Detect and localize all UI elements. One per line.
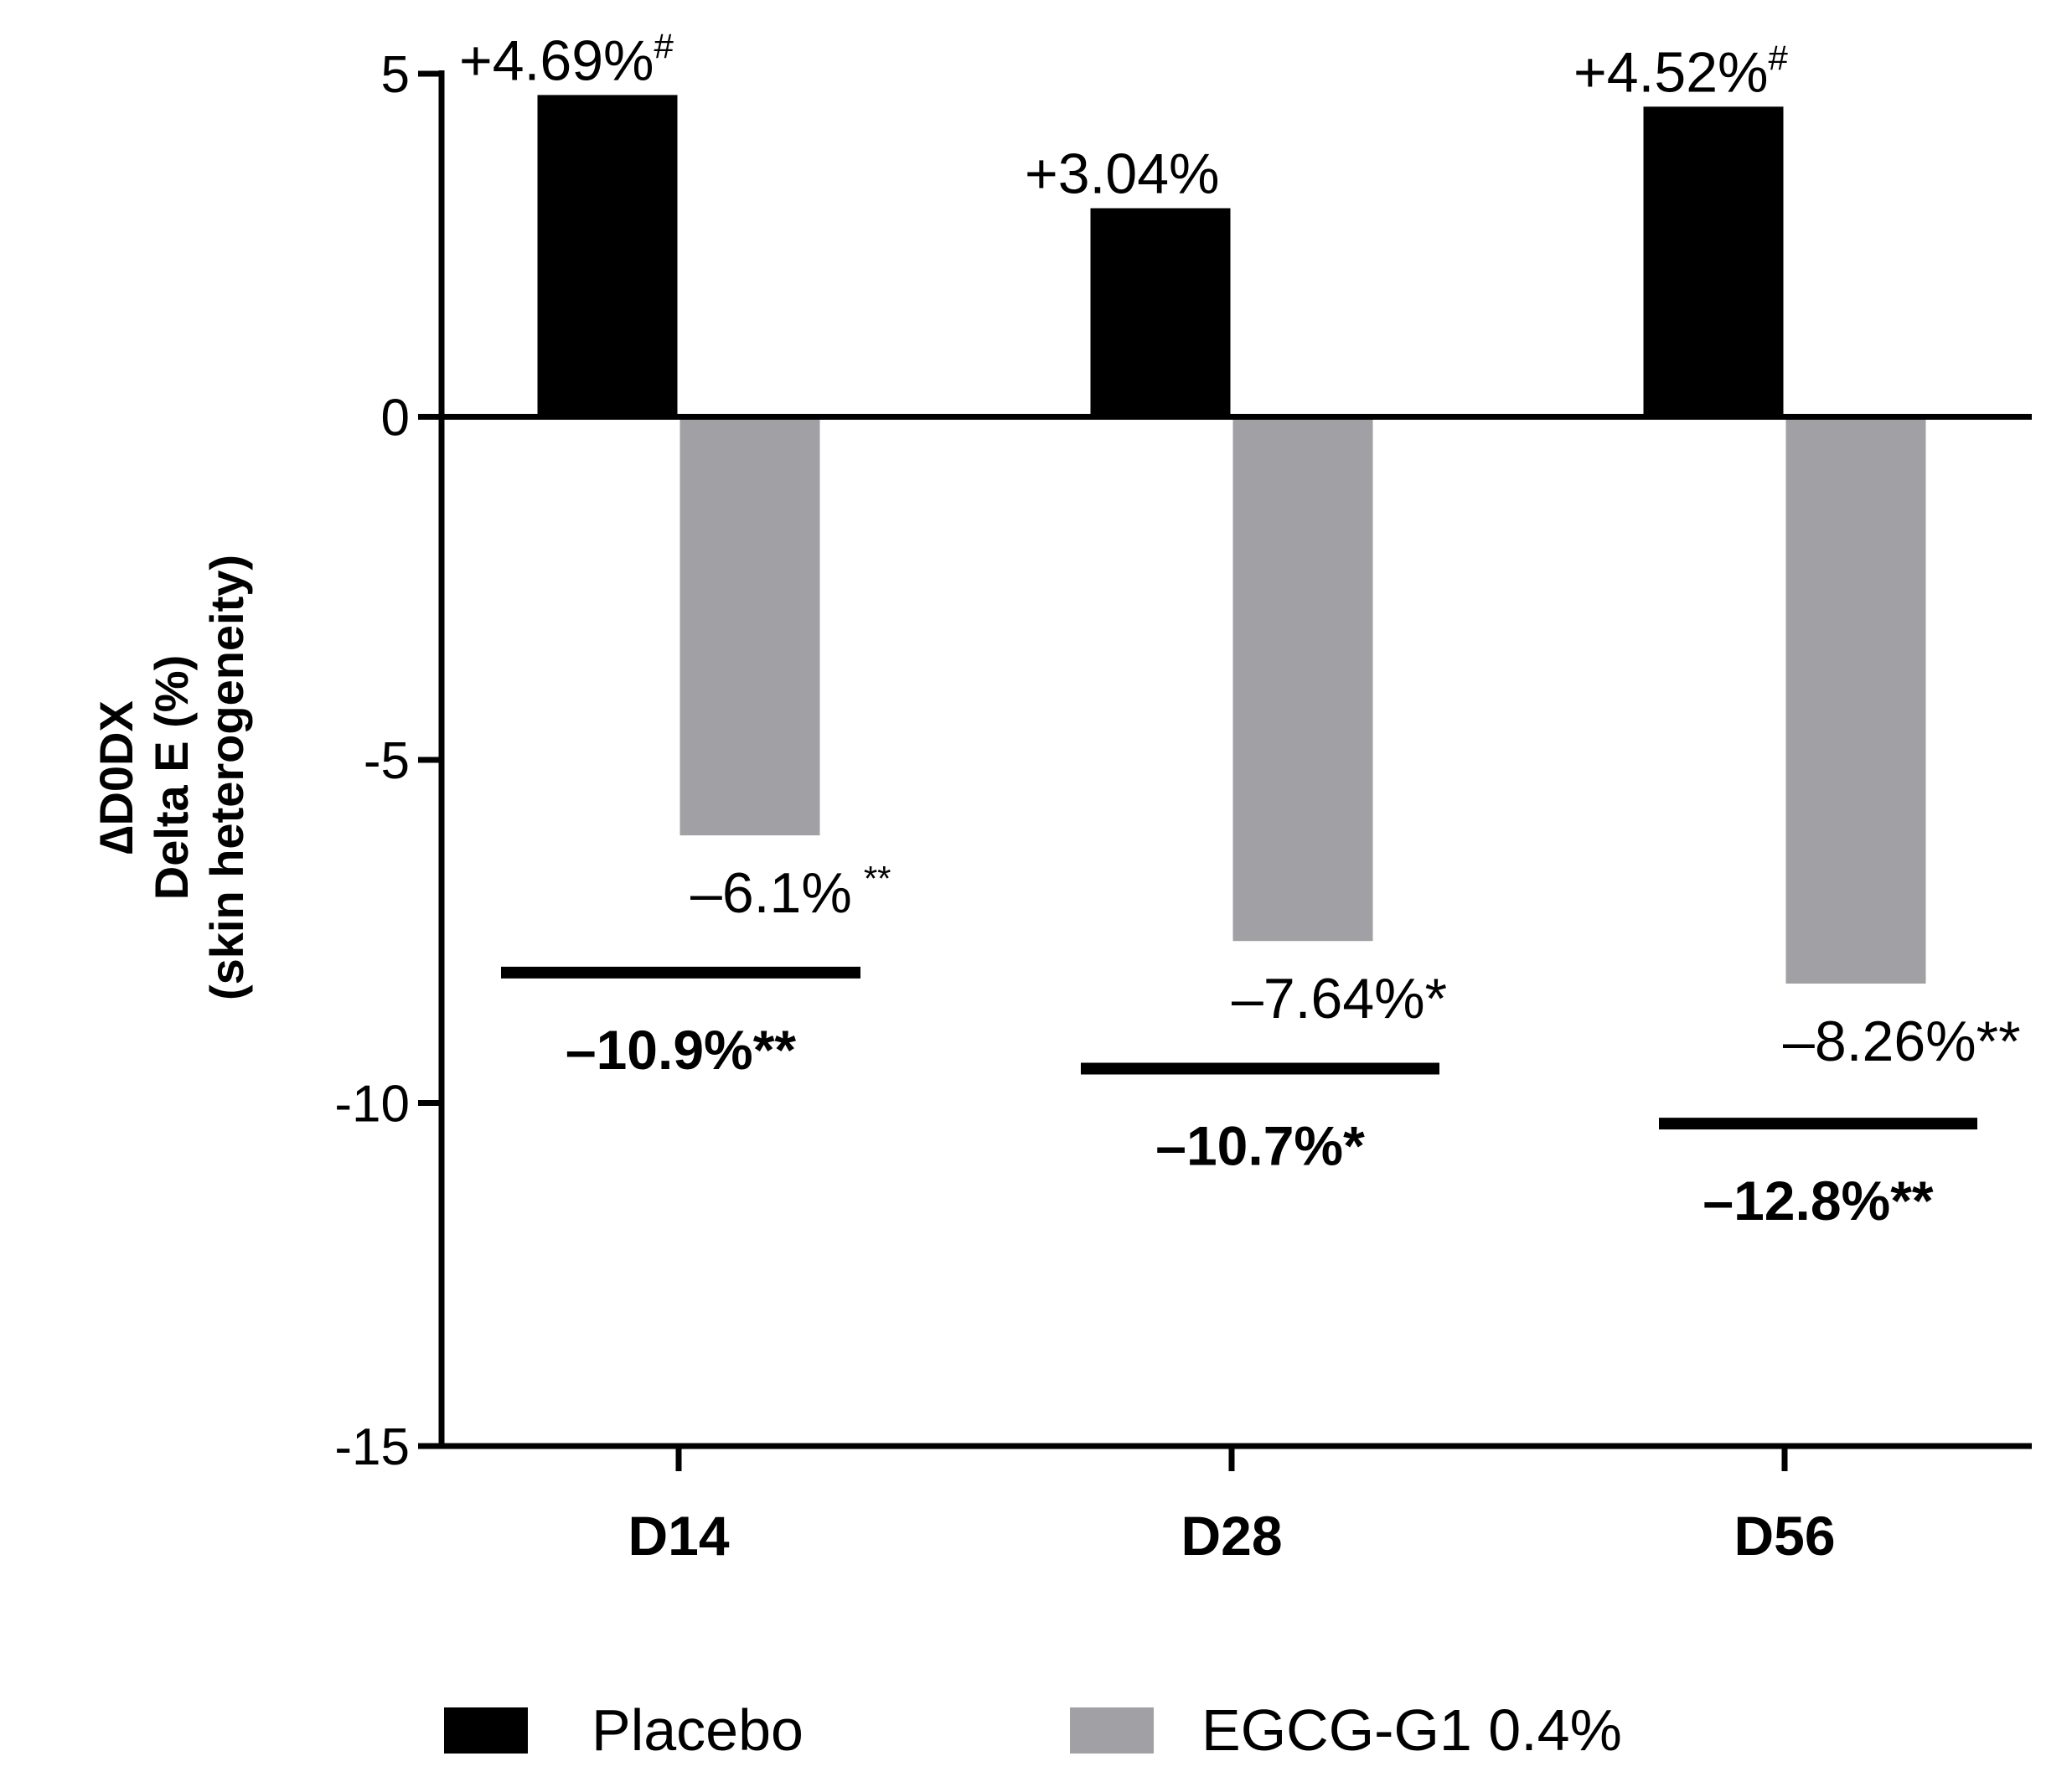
bar-egcg-d14 (679, 416, 820, 836)
x-category-label: D56 (1734, 1505, 1835, 1567)
y-tick-label: 5 (381, 46, 410, 104)
y-tick-label: -10 (334, 1076, 410, 1134)
legend: Placebo EGCG-G1 0.4% (444, 1697, 1622, 1763)
data-label-placebo-d28: +3.04% (1025, 142, 1220, 206)
data-label-sup: # (654, 26, 674, 65)
legend-swatch-egcg (1070, 1707, 1154, 1754)
annotation-label-d14: –10.9%** (566, 1019, 797, 1081)
data-label-main: –8.26%** (1783, 1010, 2021, 1073)
data-label-sup: ** (864, 859, 891, 898)
data-label-main: +4.52% (1573, 40, 1769, 104)
x-category-label: D14 (628, 1505, 729, 1567)
y-tick-label: -5 (364, 732, 410, 790)
y-axis-label-line-3: (skin heterogeneity) (200, 555, 253, 1000)
data-label-main: –6.1% (690, 861, 852, 925)
data-label-egcg-d56: –8.26%** (1783, 1010, 2021, 1073)
legend-swatch-placebo (444, 1707, 528, 1754)
bars-group (537, 95, 1926, 984)
annotation-label-d28: –10.7%* (1155, 1115, 1365, 1177)
annotation-label-d56: –12.8%** (1703, 1170, 1934, 1232)
data-label-sup: # (1769, 38, 1789, 77)
bar-placebo-d14 (537, 95, 678, 417)
y-tick-label: -15 (334, 1418, 410, 1476)
bar-placebo-d28 (1090, 208, 1231, 417)
y-axis-label-line-1: ∆D0DX (90, 700, 142, 855)
bar-egcg-d56 (1785, 416, 1926, 984)
data-label-placebo-d56: +4.52%# (1573, 38, 1789, 104)
y-axis-label-line-2: Delta E (%) (145, 655, 198, 901)
data-label-main: +3.04% (1025, 142, 1220, 206)
data-labels-group: +4.69%# +3.04% +4.52%# –6.1% ** –7.64%* –… (459, 26, 2021, 1073)
y-ticks-group (418, 70, 442, 1449)
data-label-egcg-d28: –7.64%* (1232, 967, 1447, 1030)
x-category-label: D28 (1181, 1505, 1282, 1567)
legend-label-placebo: Placebo (592, 1697, 803, 1763)
data-label-main: +4.69% (459, 28, 654, 92)
x-category-labels-group: D14 D28 D56 (628, 1505, 1835, 1567)
x-ticks-group (675, 1446, 1788, 1471)
data-label-main: –7.64%* (1232, 967, 1447, 1030)
y-tick-label: 0 (381, 390, 410, 447)
annotations-group: –10.9%** –10.7%* –12.8%** (501, 966, 1977, 1232)
bar-placebo-d56 (1643, 106, 1784, 417)
data-label-placebo-d14: +4.69%# (459, 26, 674, 92)
data-label-egcg-d14: –6.1% ** (690, 859, 891, 925)
legend-label-egcg: EGCG-G1 0.4% (1201, 1697, 1622, 1763)
y-tick-labels-group: 5 0 -5 -10 -15 (334, 46, 410, 1476)
bar-egcg-d28 (1232, 416, 1373, 942)
